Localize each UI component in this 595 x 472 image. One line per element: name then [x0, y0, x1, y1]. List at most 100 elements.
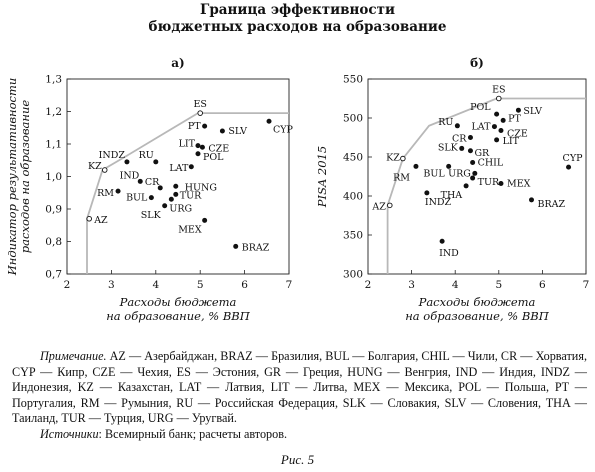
point-label-mex: MEX — [507, 179, 531, 190]
y-tick-label: 1,1 — [45, 139, 62, 151]
point-rm — [413, 163, 419, 169]
point-label-tur: TUR — [180, 190, 202, 201]
sources-text: : Всемирный банк; расчеты авторов. — [98, 426, 288, 441]
point-rm — [115, 188, 121, 194]
point-ru — [454, 123, 460, 129]
x-tick-label: 4 — [152, 279, 159, 291]
y-tick-label: 0,8 — [45, 236, 62, 248]
point-urg — [168, 196, 174, 202]
point-label-mex: MEX — [178, 224, 202, 235]
point-label-rm: RM — [97, 188, 114, 199]
point-label-lit: LIT — [179, 139, 196, 150]
x-tick-label: 6 — [539, 279, 546, 291]
point-indz — [424, 190, 430, 196]
point-es — [496, 95, 502, 102]
point-label-es: ES — [492, 85, 505, 96]
point-urg — [472, 170, 478, 176]
point-tha — [463, 183, 469, 189]
y-tick-label: 400 — [343, 191, 363, 203]
figure-caption: Рис. 5 — [280, 452, 315, 467]
point-lat — [491, 124, 497, 130]
y-tick-label: 0,7 — [45, 269, 62, 281]
point-kz — [400, 155, 406, 162]
point-mex — [202, 217, 208, 223]
point-tur — [173, 191, 179, 197]
efficiency-frontier — [86, 112, 289, 274]
point-tur — [470, 175, 476, 181]
point-az — [86, 215, 92, 222]
point-label-pol: POL — [470, 102, 491, 113]
point-label-ind: IND — [120, 170, 140, 181]
panel-label: а) — [171, 56, 184, 70]
chart-title-line-2: бюджетных расходов на образование — [148, 19, 447, 35]
x-tick-label: 7 — [583, 279, 590, 291]
chart-b: б) 2 3 4 5 6 7 300 350 400 450 500 550 AZ KZ ES RM INDZ IN… — [315, 56, 590, 323]
point-label-braz: BRAZ — [242, 242, 270, 253]
y-tick-label: 500 — [343, 113, 363, 125]
point-indz — [124, 159, 130, 165]
point-label-indz: INDZ — [99, 150, 126, 161]
y-tick-label: 1,0 — [45, 171, 62, 183]
x-axis-label-line-1: Расходы бюджета — [119, 295, 237, 309]
point-label-hung: HUNG — [185, 182, 217, 193]
point-label-kz: KZ — [88, 161, 102, 172]
point-label-urg: URG — [448, 168, 471, 179]
point-az — [387, 202, 393, 209]
y-tick-label: 0,9 — [45, 204, 62, 216]
point-slv — [515, 107, 521, 113]
point-label-slv: SLV — [228, 126, 247, 137]
y-axis-label: PISA 2015 — [315, 146, 329, 208]
point-slv — [219, 128, 225, 134]
point-label-ru: RU — [139, 150, 154, 161]
point-lat — [188, 164, 194, 170]
point-label-lat: LAT — [471, 122, 491, 133]
point-label-az: AZ — [371, 201, 386, 212]
point-pol — [494, 111, 500, 117]
point-slk — [162, 203, 168, 209]
y-tick-label: 450 — [343, 152, 363, 164]
point-bul — [446, 163, 452, 169]
point-label-cze: CZE — [208, 143, 229, 154]
y-axis-label-line-2: расходов на образование — [18, 100, 32, 254]
point-cyp — [566, 164, 572, 170]
point-ind — [137, 178, 143, 184]
x-axis-label-line-2: на образование, % ВВП — [405, 309, 550, 323]
y-tick-label: 550 — [343, 74, 363, 86]
point-label-indz: INDZ — [425, 197, 452, 208]
y-tick-label: 300 — [343, 269, 363, 281]
x-tick-label: 4 — [452, 279, 459, 291]
x-axis-label-line-1: Расходы бюджета — [418, 295, 536, 309]
x-tick-label: 3 — [408, 279, 415, 291]
x-tick-label: 6 — [241, 279, 248, 291]
point-lit — [195, 143, 201, 149]
plot-frame — [367, 78, 587, 275]
point-ind — [439, 238, 445, 244]
point-lit — [494, 137, 500, 143]
point-hung — [173, 183, 179, 189]
sources-lead: Источники — [40, 426, 99, 441]
point-label-tur: TUR — [478, 177, 500, 188]
point-pt — [202, 123, 208, 129]
y-tick-label: 1,3 — [45, 74, 62, 86]
point-ru — [153, 159, 159, 165]
point-label-az: AZ — [93, 215, 108, 226]
point-label-cze: CZE — [507, 128, 528, 139]
point-label-bul: BUL — [423, 168, 445, 179]
point-label-cyp: CYP — [273, 124, 294, 135]
point-cr — [157, 185, 163, 191]
point-es — [197, 110, 203, 116]
point-cr — [467, 135, 473, 140]
point-label-kz: KZ — [386, 153, 400, 164]
x-tick-label: 3 — [108, 279, 115, 291]
point-label-gr: GR — [474, 148, 490, 159]
point-label-slk: SLK — [141, 210, 162, 221]
x-tick-label: 2 — [64, 279, 71, 291]
point-kz — [101, 167, 108, 173]
point-label-chil: CHIL — [478, 157, 504, 168]
point-label-slv: SLV — [523, 106, 542, 117]
chart-title-line-1: Граница эффективности — [200, 2, 395, 18]
point-label-ind: IND — [439, 248, 459, 259]
point-label-cr: CR — [452, 134, 467, 145]
point-label-slk: SLK — [438, 142, 459, 153]
